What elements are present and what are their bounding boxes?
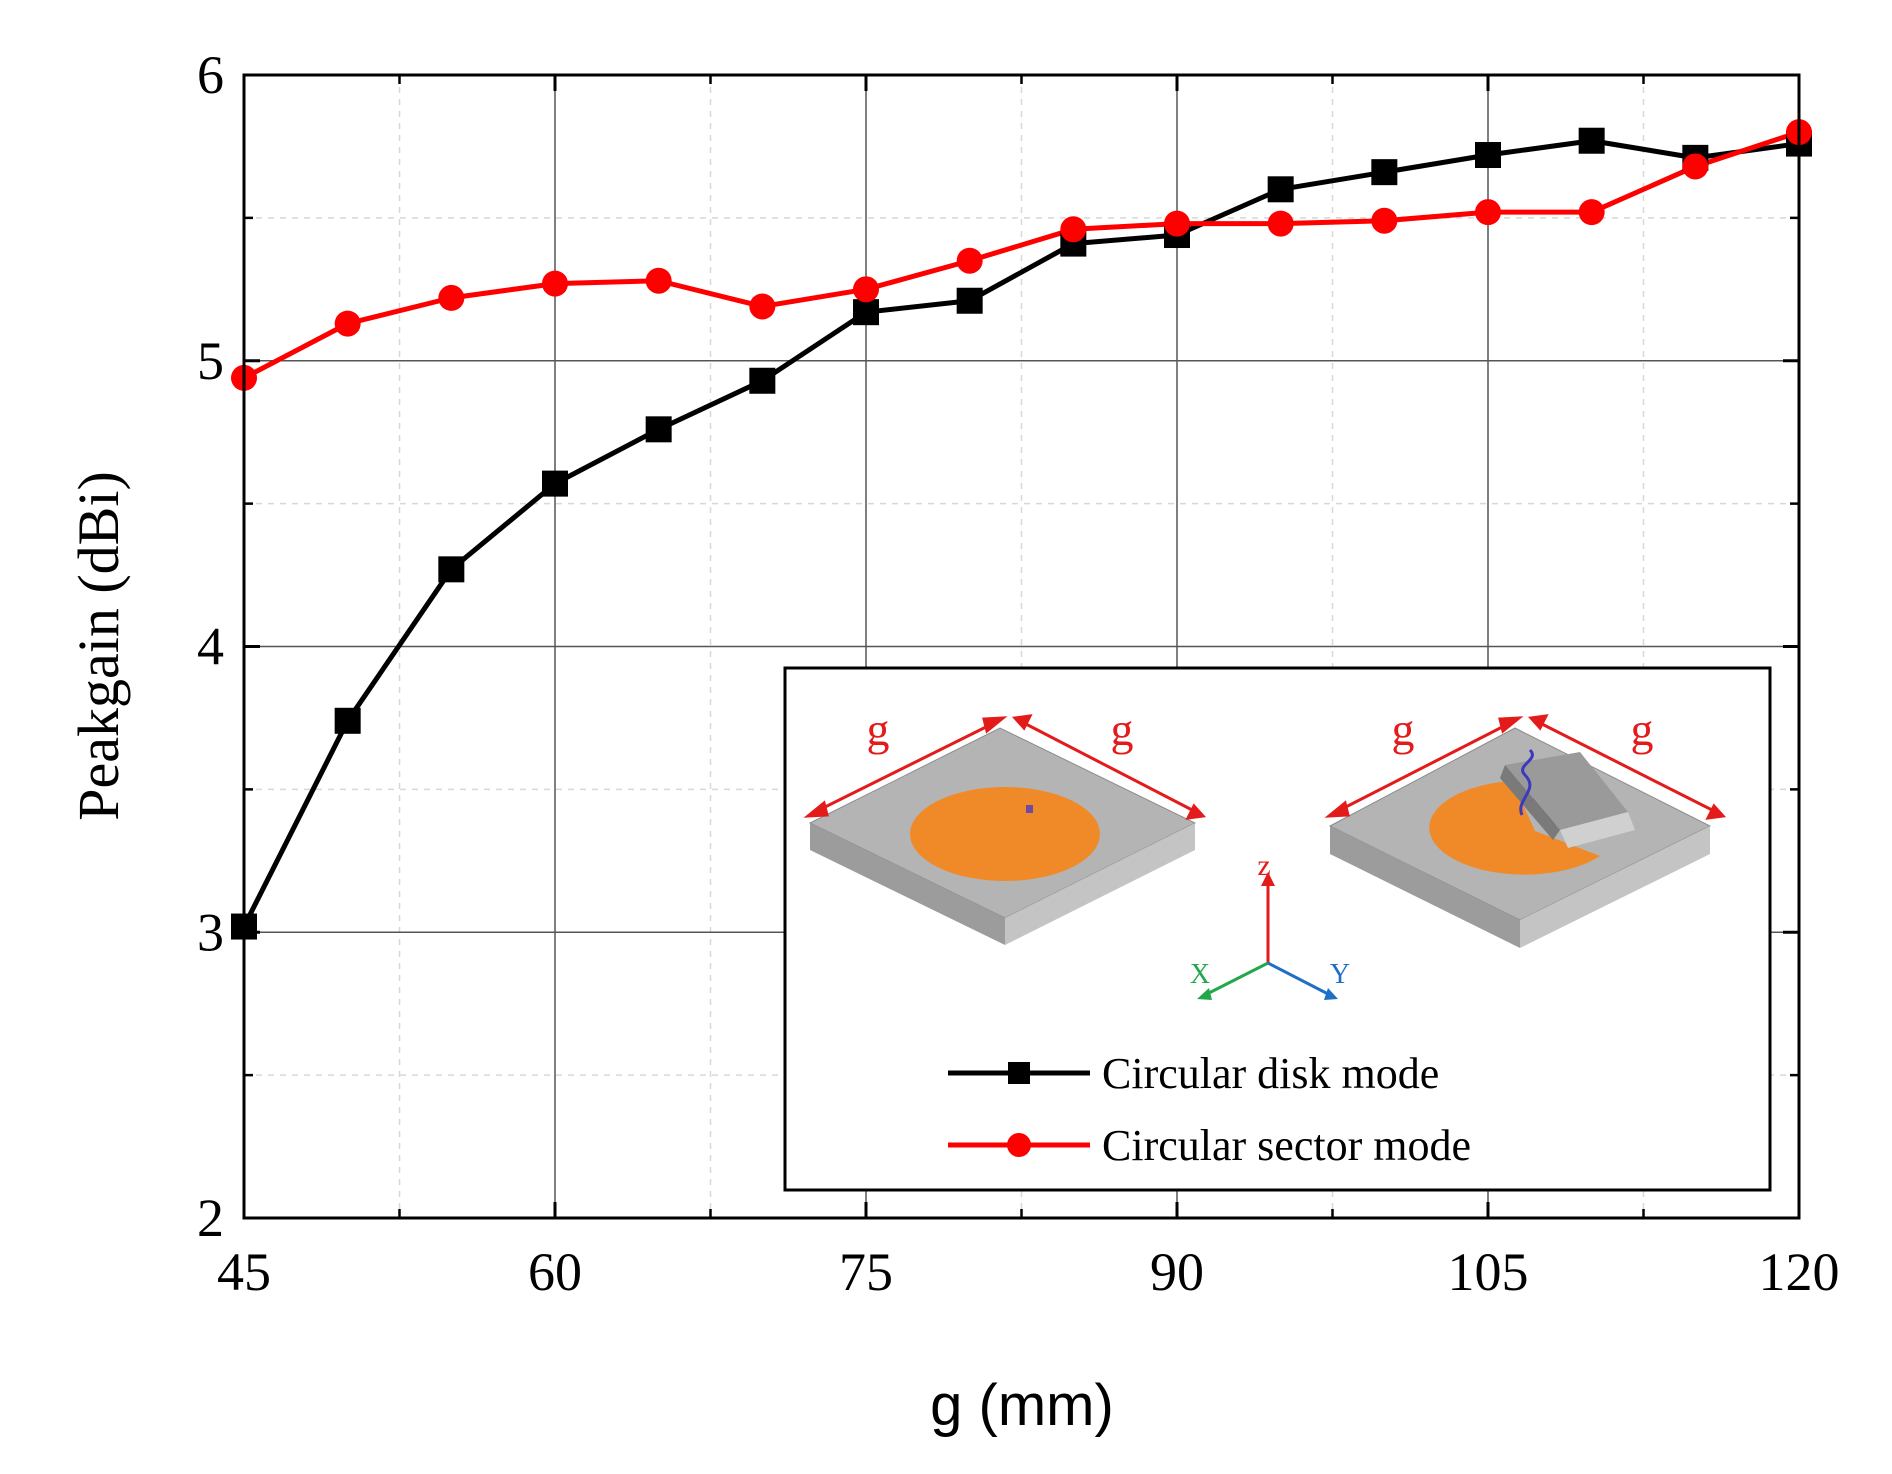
data-point [1060,216,1087,243]
legend: Circular disk mode Circular sector mode [948,1049,1471,1170]
data-point [1164,210,1190,237]
data-point [1475,142,1501,169]
legend-marker-circle [1007,1133,1031,1157]
y-tick-label: 2 [197,1188,224,1248]
dimension-arrow [1335,720,1513,814]
data-point [1475,199,1501,226]
x-tick-label: 75 [839,1242,893,1302]
arrowhead [803,800,829,818]
series-line-sector [242,129,1800,381]
reflector-face [1560,812,1635,848]
y-tick-label: 4 [197,617,224,677]
substrate-right-side [1520,826,1710,948]
data-point [645,267,672,294]
circular-sector-patch [1429,781,1600,875]
x-tick-label: 60 [528,1242,582,1302]
substrate-left-side [1330,826,1520,948]
dimension-label-g: g [1631,704,1654,755]
x-axis-label: X [1190,959,1210,990]
data-point [645,416,672,443]
y-tick-label: 6 [197,45,224,105]
inset-panel: g g g g z X Y Circular dis [783,666,1772,1192]
x-axis-line [1204,961,1269,997]
data-point [1578,199,1605,226]
y-axis-line [1267,961,1331,997]
legend-item-sector: Circular sector mode [948,1121,1471,1170]
y-tick-label: 5 [197,331,224,391]
y-tick-label: 3 [197,902,224,962]
x-tick-label: 120 [1759,1242,1840,1302]
dimension-arrows [803,714,1727,820]
dimension-arrow [1021,720,1197,814]
z-axis-arrowhead [1261,872,1275,886]
data-point [853,299,879,326]
dimension-arrow [814,720,997,814]
substrate-left-side [810,823,1005,945]
data-point [956,287,983,314]
data-point [1371,207,1398,234]
reflector-top [1505,752,1628,830]
data-point [438,556,465,583]
data-point [956,247,983,274]
y-axis-title: Peakgain (dBi) [66,471,131,821]
x-axis-title: g (mm) [930,1373,1114,1438]
data-point [1578,127,1605,154]
data-point [1267,176,1294,203]
arrowhead [1705,803,1727,820]
inset-border [783,666,1772,1192]
data-point [1682,153,1709,180]
feed-probe [1026,805,1033,813]
data-point [1267,210,1294,237]
legend-label-disk: Circular disk mode [1102,1049,1439,1098]
series-line-disk [241,138,1800,928]
series-layer [231,119,1812,940]
dimension-label-g: g [1111,704,1134,755]
dimension-arrow [1537,720,1717,814]
x-tick-label: 105 [1448,1242,1529,1302]
data-point [334,310,361,337]
legend-label-sector: Circular sector mode [1102,1121,1471,1170]
legend-marker-square [1008,1062,1030,1084]
arrowhead [1185,803,1207,820]
legend-item-disk: Circular disk mode [948,1049,1439,1098]
substrate-right-side [1005,823,1195,945]
arrowhead [1011,714,1033,731]
arrowhead [982,716,1008,734]
dimension-label-g: g [1392,704,1415,755]
sector-antenna-model [1328,727,1712,948]
data-point [334,707,361,734]
data-point [853,276,879,303]
arrowhead [1498,716,1524,734]
data-point [749,367,776,394]
y-axis-label: Y [1330,959,1350,990]
y-axis-arrowhead [1324,988,1338,1000]
circular-disk-patch [910,787,1100,881]
x-tick-label: 45 [217,1242,271,1302]
disk-antenna-model [808,727,1197,945]
x-axis-arrowhead [1197,988,1212,1000]
data-point [1371,159,1398,186]
x-tick-label: 90 [1150,1242,1204,1302]
data-point [749,293,776,320]
arrowhead [1324,800,1350,818]
z-axis-label: z [1257,849,1270,882]
dimension-label-g: g [867,704,890,755]
reflector-side [1500,765,1560,840]
arrowhead [1527,714,1549,731]
data-point [542,470,568,497]
data-point [542,270,568,297]
coordinate-axes: z X Y [1190,849,1350,1000]
data-point [438,284,465,311]
feed-wire [1519,748,1534,816]
